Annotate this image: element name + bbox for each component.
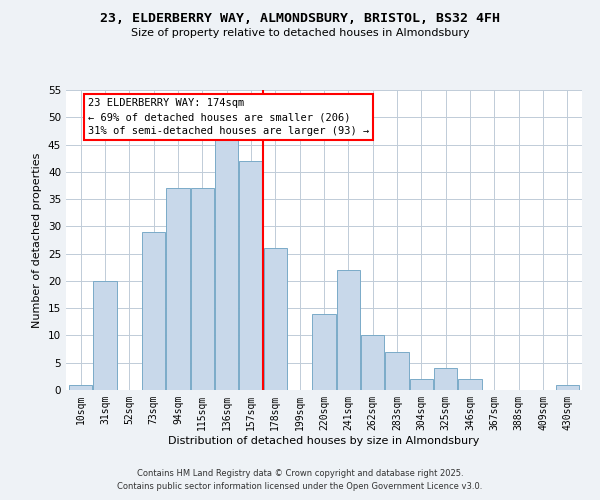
Text: 23 ELDERBERRY WAY: 174sqm
← 69% of detached houses are smaller (206)
31% of semi: 23 ELDERBERRY WAY: 174sqm ← 69% of detac… [88,98,369,136]
Bar [458,379,482,390]
Bar [313,314,335,390]
Bar [215,139,238,390]
Bar [191,188,214,390]
Bar [239,161,263,390]
X-axis label: Distribution of detached houses by size in Almondsbury: Distribution of detached houses by size … [169,436,479,446]
Bar [385,352,409,390]
Text: Contains HM Land Registry data © Crown copyright and database right 2025.
Contai: Contains HM Land Registry data © Crown c… [118,470,482,491]
Bar [142,232,165,390]
Bar [166,188,190,390]
Bar [94,281,116,390]
Bar [434,368,457,390]
Bar [264,248,287,390]
Bar [361,336,384,390]
Bar [337,270,360,390]
Text: Size of property relative to detached houses in Almondsbury: Size of property relative to detached ho… [131,28,469,38]
Bar [556,384,579,390]
Y-axis label: Number of detached properties: Number of detached properties [32,152,43,328]
Text: 23, ELDERBERRY WAY, ALMONDSBURY, BRISTOL, BS32 4FH: 23, ELDERBERRY WAY, ALMONDSBURY, BRISTOL… [100,12,500,26]
Bar [410,379,433,390]
Bar [69,384,92,390]
